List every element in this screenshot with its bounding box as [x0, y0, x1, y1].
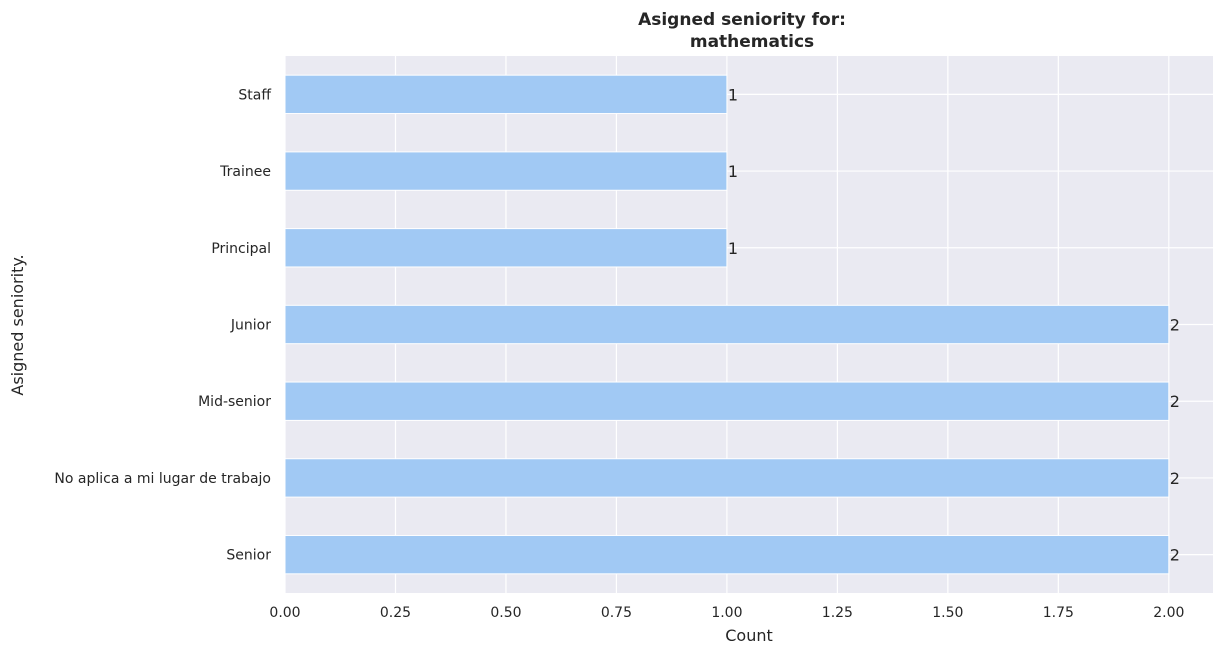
- bar: [284, 458, 1170, 498]
- x-tick-label: 2.00: [1153, 605, 1184, 621]
- x-tick-label: 1.50: [932, 605, 963, 621]
- bar: [284, 151, 728, 191]
- y-tick-label: Mid-senior: [198, 394, 271, 410]
- x-axis-label: Count: [725, 626, 773, 645]
- bar: [284, 381, 1170, 421]
- bar: [284, 534, 1170, 575]
- x-tick-label: 1.25: [822, 605, 853, 621]
- y-tick-label: Senior: [226, 548, 271, 564]
- x-tick-label: 0.00: [269, 605, 300, 621]
- bar-value-label: 2: [1170, 316, 1180, 335]
- chart-title-line-2: mathematics: [690, 32, 814, 52]
- y-tick-labels: Staff Trainee Principal Junior Mid-senior No …: [54, 87, 271, 563]
- y-tick-label: Staff: [238, 87, 271, 103]
- bar: [284, 304, 1170, 345]
- bar-labels: 1 1 1 2 2 2 2: [728, 85, 1180, 564]
- x-tick-label: 0.75: [601, 605, 632, 621]
- y-tick-label: Principal: [211, 241, 271, 257]
- bar: [284, 74, 728, 115]
- bars: [284, 74, 1170, 575]
- bar-value-label: 1: [728, 162, 738, 181]
- x-tick-label: 1.00: [711, 605, 742, 621]
- bar-value-label: 2: [1170, 392, 1180, 411]
- x-tick-label: 1.75: [1043, 605, 1074, 621]
- bar-value-label: 2: [1170, 469, 1180, 488]
- x-tick-label: 0.50: [490, 605, 521, 621]
- y-axis-label: Asigned seniority.: [8, 254, 27, 395]
- chart-title-line-1: Asigned seniority for:: [638, 10, 846, 30]
- bar-value-label: 2: [1170, 546, 1180, 565]
- bar-value-label: 1: [728, 239, 738, 258]
- y-tick-label: Junior: [230, 318, 271, 334]
- x-tick-label: 0.25: [380, 605, 411, 621]
- bar: [284, 228, 728, 268]
- y-tick-label: No aplica a mi lugar de trabajo: [54, 471, 271, 487]
- bar-value-label: 1: [728, 85, 738, 104]
- y-tick-label: Trainee: [219, 164, 271, 180]
- x-tick-labels: 0.00 0.25 0.50 0.75 1.00 1.25 1.50 1.75 2.00: [269, 605, 1184, 621]
